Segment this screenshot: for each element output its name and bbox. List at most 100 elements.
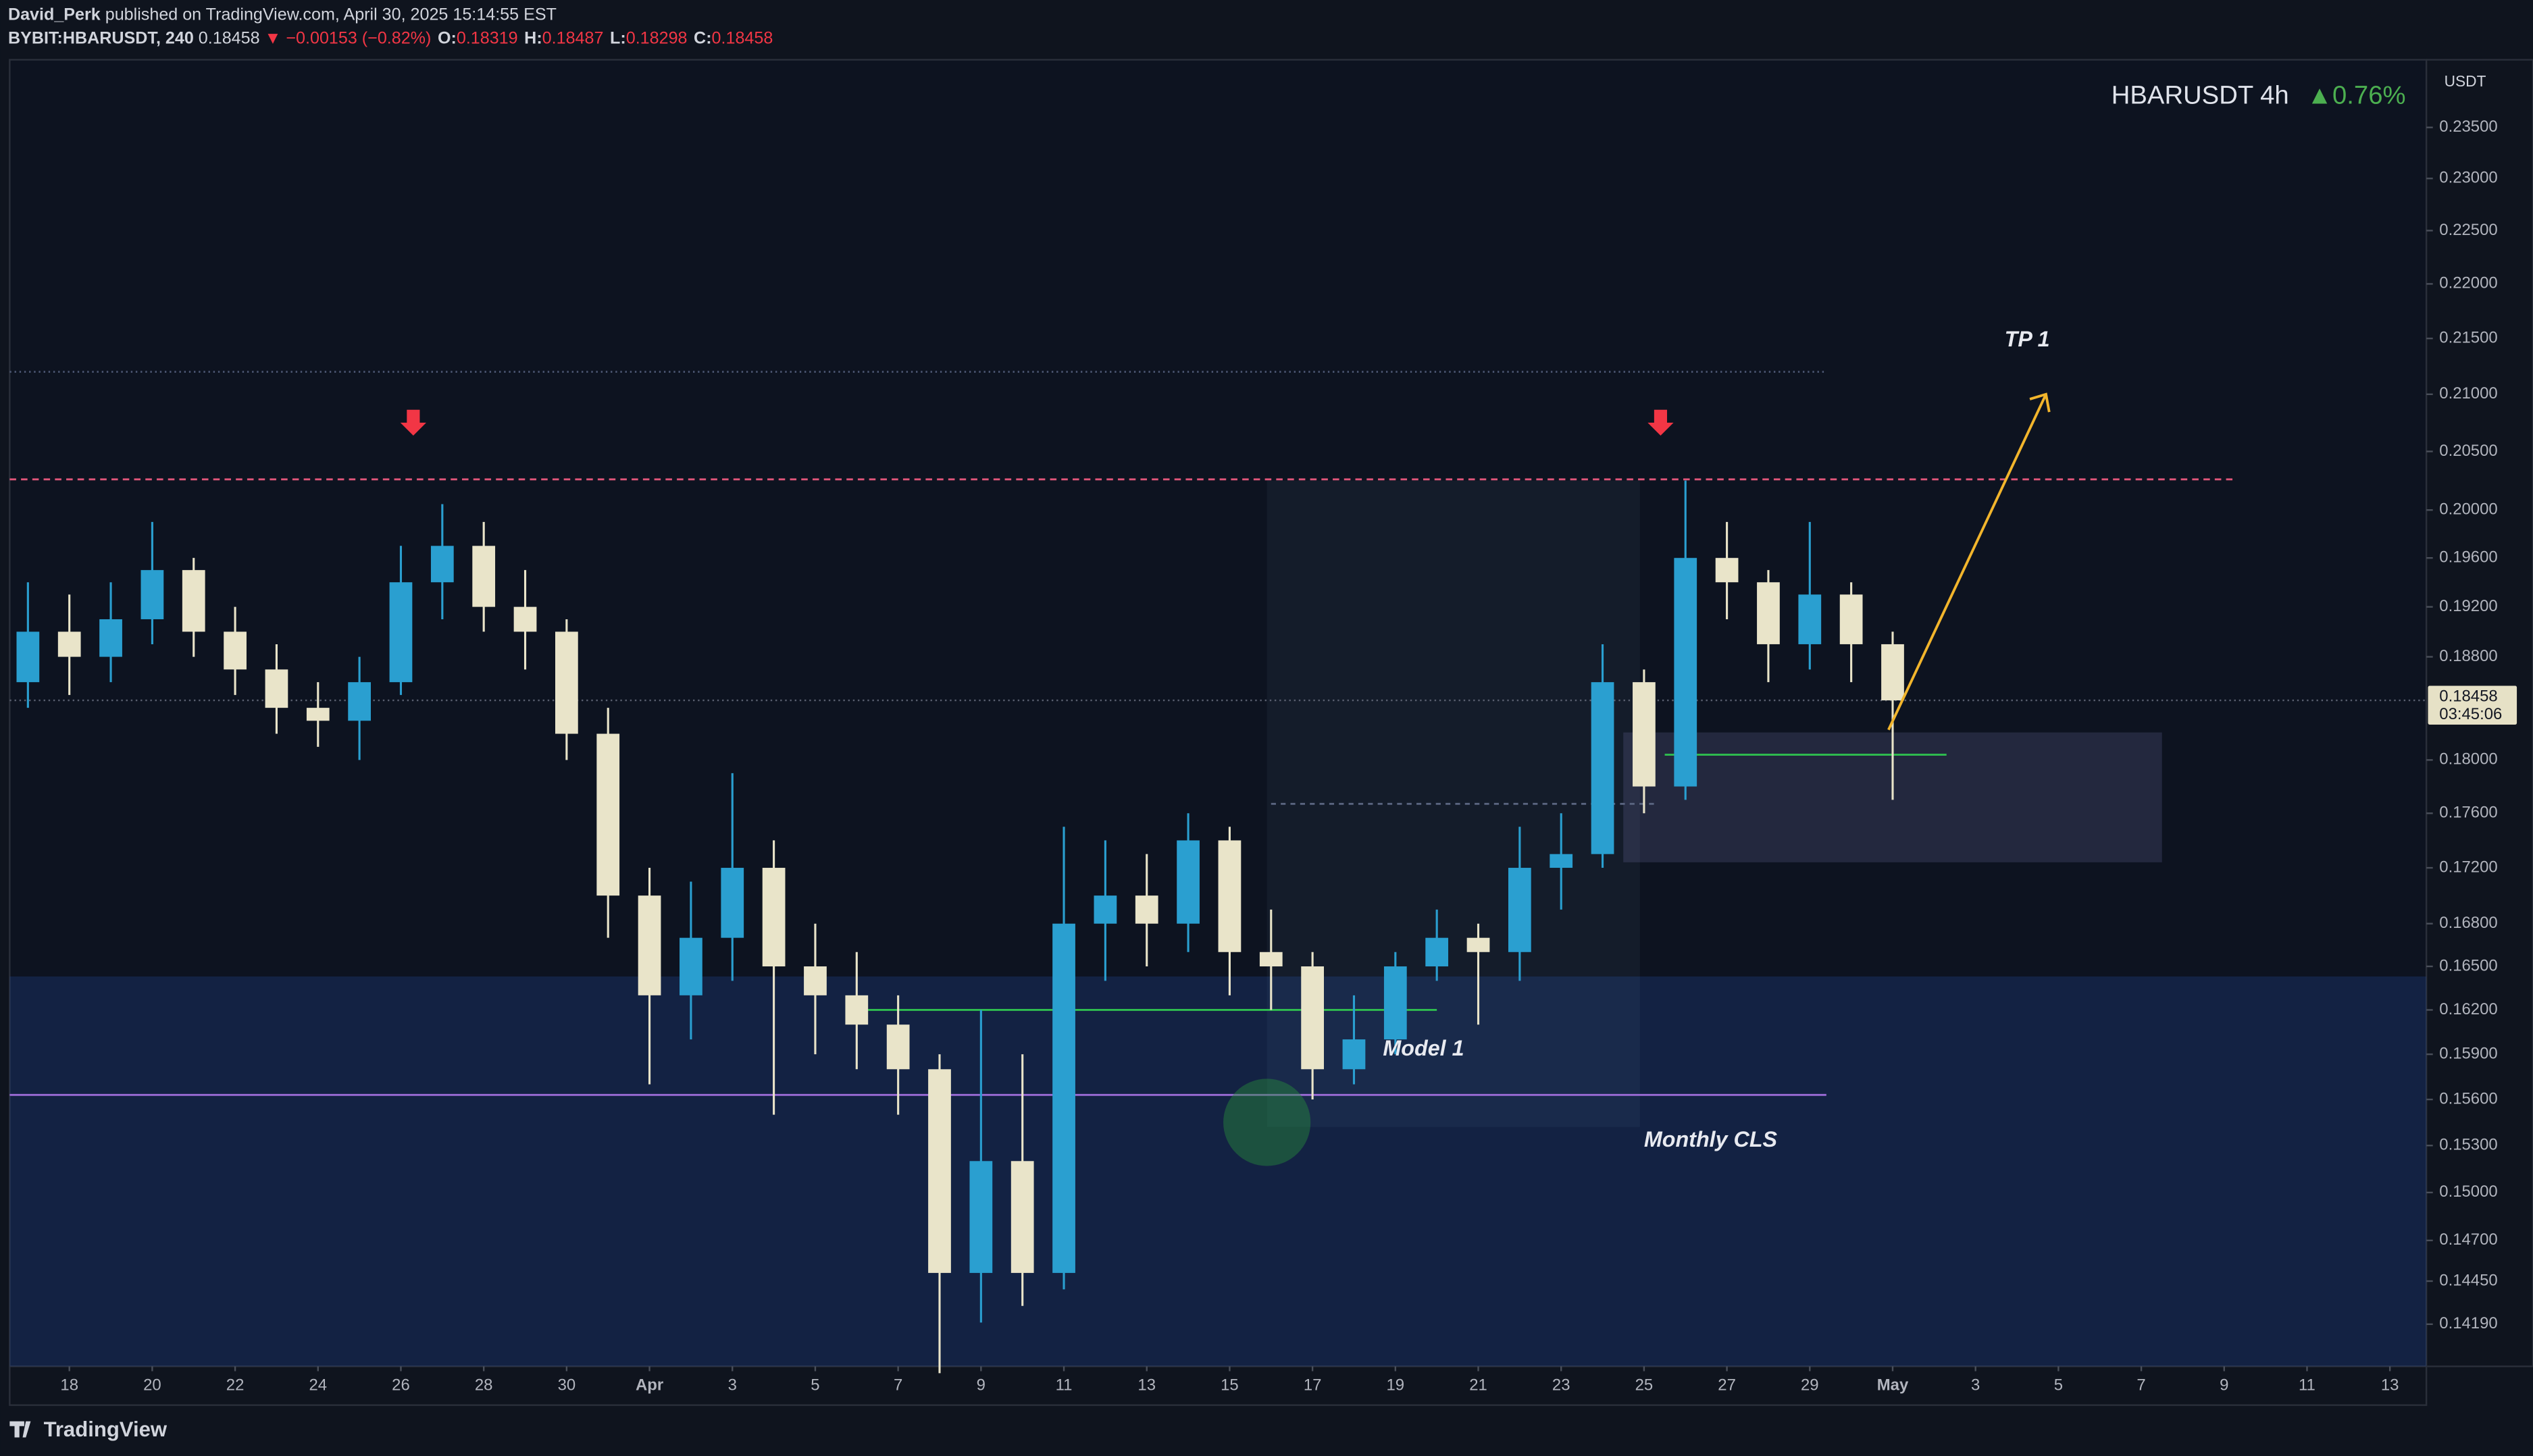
y-tick-label: 0.14450 <box>2439 1271 2497 1289</box>
y-tick-label: 0.23500 <box>2439 118 2497 136</box>
y-tick-label: 0.15600 <box>2439 1089 2497 1108</box>
header-line: David_Perk published on TradingView.com,… <box>8 5 557 24</box>
ohlc-key: H: <box>524 28 542 47</box>
candle-body <box>1798 594 1822 644</box>
symbol: BYBIT:HBARUSDT, 240 <box>8 28 194 47</box>
candle-body <box>721 868 744 938</box>
x-tick-label: Apr <box>636 1376 663 1394</box>
x-tick-label: May <box>1877 1376 1909 1394</box>
x-tick-label: 3 <box>1971 1376 1980 1394</box>
x-tick-label: 15 <box>1221 1376 1239 1394</box>
x-tick-label: 18 <box>60 1376 78 1394</box>
last-price-tag <box>2428 685 2517 725</box>
candle-body <box>265 669 288 708</box>
candle-body <box>1010 1161 1034 1273</box>
x-tick-label: 25 <box>1635 1376 1654 1394</box>
candle-body <box>1135 895 1158 924</box>
highlight <box>1223 1078 1311 1166</box>
ohlc-key: C: <box>694 28 712 47</box>
currency: USDT <box>2445 72 2486 90</box>
candle-body <box>1881 644 1904 701</box>
candle-body <box>680 937 702 995</box>
x-tick-label: 28 <box>475 1376 493 1394</box>
candle-body <box>1591 682 1614 854</box>
x-tick-label: 5 <box>811 1376 819 1394</box>
last-price-label: 0.18458 <box>2439 687 2497 706</box>
legend-symbol: HBARUSDT 4h <box>2112 81 2289 110</box>
x-tick-label: 20 <box>143 1376 161 1394</box>
candle-body <box>762 868 786 966</box>
y-tick-label: 0.16800 <box>2439 914 2497 932</box>
candle-body <box>1094 895 1117 924</box>
y-tick-label: 0.20500 <box>2439 442 2497 460</box>
y-tick-label: 0.22500 <box>2439 221 2497 239</box>
signal-arrow <box>1647 409 1674 436</box>
candle-body <box>1177 840 1200 924</box>
x-tick-label: 27 <box>1718 1376 1736 1394</box>
candle-body <box>57 631 81 657</box>
ohlc-value: 0.18319 <box>457 28 518 47</box>
y-tick-label: 0.22000 <box>2439 274 2497 292</box>
y-tick-label: 0.23000 <box>2439 169 2497 187</box>
candle-body <box>1715 558 1739 583</box>
y-tick-label: 0.15300 <box>2439 1136 2497 1154</box>
candle-body <box>430 546 454 583</box>
y-tick-label: 0.14700 <box>2439 1230 2497 1249</box>
annotation: Monthly CLS <box>1644 1127 1778 1151</box>
ohlc-value: 0.18487 <box>542 28 604 47</box>
annotation: Model 1 <box>1383 1036 1464 1060</box>
y-tick-label: 0.18800 <box>2439 647 2497 665</box>
x-tick-label: 24 <box>309 1376 327 1394</box>
x-tick-label: 13 <box>2381 1376 2399 1394</box>
x-tick-label: 29 <box>1801 1376 1819 1394</box>
target-arrow-head <box>2029 392 2051 413</box>
x-tick-label: 9 <box>2220 1376 2228 1394</box>
ohlc-value: 0.18458 <box>712 28 773 47</box>
candle-body <box>1550 854 1573 868</box>
change: ▼ −0.00153 (−0.82%) <box>265 28 432 47</box>
candle-body <box>348 682 372 721</box>
y-tick-label: 0.19200 <box>2439 597 2497 615</box>
candle-body <box>513 606 537 632</box>
candle-body <box>182 570 205 632</box>
candle-body <box>1342 1039 1366 1070</box>
x-tick-label: 9 <box>977 1376 986 1394</box>
y-tick-label: 0.16500 <box>2439 956 2497 974</box>
time-axis <box>9 1366 2428 1406</box>
candle-body <box>1466 937 1490 952</box>
candle-body <box>1674 558 1697 787</box>
x-tick-label: 11 <box>1056 1376 1073 1394</box>
candle-body <box>140 570 164 619</box>
candle-body <box>389 582 413 683</box>
x-tick-label: 30 <box>558 1376 576 1394</box>
candle-body <box>1052 923 1075 1273</box>
y-tick-label: 0.17600 <box>2439 804 2497 822</box>
y-tick-label: 0.16200 <box>2439 1000 2497 1018</box>
x-tick-label: 7 <box>2137 1376 2145 1394</box>
x-tick-label: 7 <box>894 1376 902 1394</box>
candle-body <box>1301 966 1324 1070</box>
x-tick-label: 22 <box>226 1376 245 1394</box>
target-arrow <box>1887 394 2047 731</box>
x-tick-label: 23 <box>1552 1376 1570 1394</box>
candle-body <box>555 631 578 734</box>
brand: TradingView <box>44 1418 168 1441</box>
candle-body <box>224 631 247 670</box>
author: David_Perk <box>8 5 101 24</box>
ohlc-value: 0.18298 <box>626 28 688 47</box>
candle-body <box>928 1069 951 1273</box>
y-tick-label: 0.21000 <box>2439 384 2497 402</box>
candle-body <box>1383 966 1407 1040</box>
logo-mark <box>9 1421 31 1438</box>
legend-change: ▲0.76% <box>2307 81 2405 110</box>
candle-body <box>99 619 122 657</box>
candle-body <box>969 1161 993 1273</box>
y-tick-label: 0.18000 <box>2439 750 2497 769</box>
last: 0.18458 <box>199 28 260 47</box>
y-tick-label: 0.21500 <box>2439 328 2497 346</box>
x-tick-label: 21 <box>1469 1376 1487 1394</box>
y-tick-label: 0.15000 <box>2439 1182 2497 1201</box>
candle-body <box>1425 937 1449 966</box>
